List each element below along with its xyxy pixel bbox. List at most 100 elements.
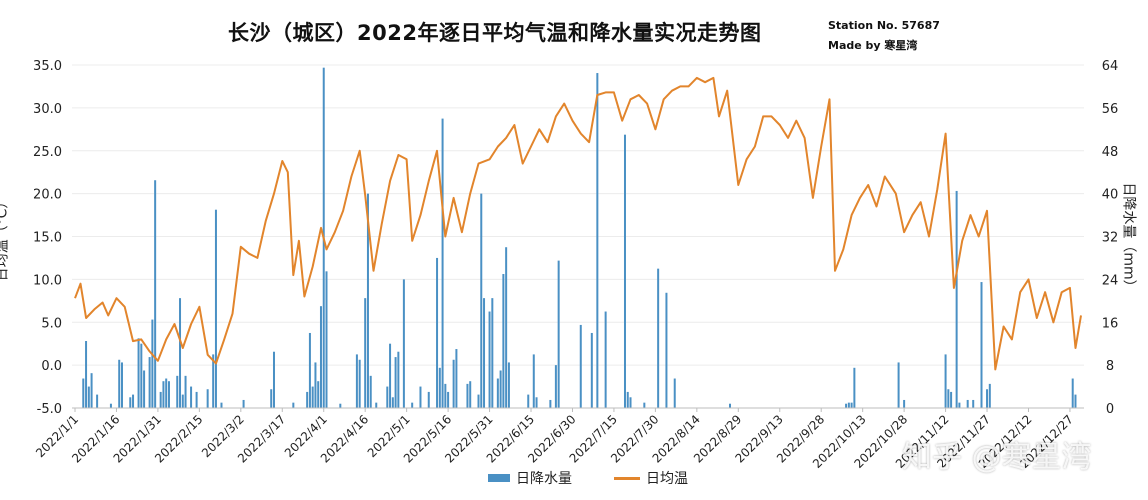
precipitation-bar — [181, 394, 184, 408]
precipitation-bar — [980, 282, 983, 408]
precipitation-bar — [339, 403, 342, 408]
precipitation-bar — [292, 402, 295, 408]
precipitation-bar — [272, 351, 275, 408]
precipitation-bar — [897, 362, 900, 408]
precipitation-bar — [626, 391, 629, 408]
y-left-tick-label: 0.0 — [41, 359, 62, 374]
precipitation-bar — [532, 354, 535, 408]
precipitation-bar — [438, 367, 441, 408]
precipitation-bar — [214, 209, 217, 408]
y-right-tick-label: 24 — [1102, 273, 1119, 288]
precipitation-bar — [120, 362, 123, 408]
precipitation-bar — [477, 394, 480, 408]
precipitation-bar — [154, 180, 157, 408]
precipitation-bar — [314, 362, 317, 408]
precipitation-bar — [947, 389, 950, 408]
precipitation-bar — [535, 397, 538, 408]
y-right-tick-labels: 0 8 16 24 32 40 48 56 64 — [1102, 59, 1119, 417]
precipitation-bar — [206, 389, 209, 408]
precipitation-bar — [109, 403, 112, 408]
precipitation-bar — [386, 386, 389, 408]
precipitation-bar — [623, 134, 626, 408]
precipitation-bar — [411, 402, 414, 408]
legend-label-temperature: 日均温 — [646, 471, 688, 487]
precipitation-bar — [319, 306, 322, 408]
precipitation-bar — [604, 311, 607, 408]
precipitation-bar — [1071, 378, 1074, 408]
precipitation-bar — [132, 394, 135, 408]
precipitation-bar — [488, 311, 491, 408]
precipitation-bar — [96, 394, 99, 408]
precipitation-bar — [590, 332, 593, 408]
precipitation-bar — [375, 402, 378, 408]
precipitation-bar — [491, 298, 494, 408]
y-left-axis-label: 日均温（°C） — [0, 194, 11, 282]
precipitation-bar — [143, 370, 146, 408]
precipitation-bar — [986, 389, 989, 408]
precipitation-bar — [87, 386, 90, 408]
legend-item-temperature: 日均温 — [614, 468, 688, 488]
precipitation-bar — [554, 365, 557, 408]
precipitation-bar — [988, 383, 991, 408]
y-right-axis-label: 日降水量（mm） — [1120, 182, 1137, 294]
chart-title: 长沙（城区）2022年逐日平均气温和降水量实况走势图 — [228, 21, 762, 45]
y-left-tick-label: 10.0 — [33, 273, 62, 288]
precipitation-bar — [85, 341, 88, 408]
y-left-tick-label: 15.0 — [33, 231, 62, 246]
precipitation-bar — [118, 359, 121, 408]
precipitation-bar — [944, 354, 947, 408]
precipitation-bar — [549, 399, 552, 408]
watermark: 知乎 @寒星湾 — [902, 440, 1092, 475]
precipitation-bar — [466, 383, 469, 408]
precipitation-bar — [507, 362, 510, 408]
precipitation-bar — [955, 190, 958, 408]
precipitation-bar — [402, 279, 405, 408]
precipitation-bar — [673, 378, 676, 408]
precipitation-bar — [167, 381, 170, 408]
precipitation-bar — [496, 378, 499, 408]
y-right-tick-label: 56 — [1102, 102, 1119, 117]
maker-credit: Made by 寒星湾 — [828, 39, 918, 52]
precipitation-bar — [499, 370, 502, 408]
precipitation-bar — [596, 73, 599, 408]
precipitation-bar — [427, 391, 430, 408]
precipitation-bar — [505, 247, 508, 408]
legend: 日降水量 日均温 — [488, 468, 688, 488]
precipitation-bars — [82, 67, 1077, 408]
y-right-tick-label: 0 — [1106, 402, 1114, 417]
precipitation-bar — [579, 324, 582, 408]
precipitation-bar — [306, 391, 309, 408]
y-left-tick-label: 20.0 — [33, 188, 62, 203]
precipitation-bar — [455, 349, 458, 408]
precipitation-bar — [845, 403, 848, 408]
precipitation-bar — [317, 381, 320, 408]
precipitation-bar — [195, 391, 198, 408]
precipitation-bar — [502, 274, 505, 408]
precipitation-bar — [176, 375, 179, 408]
y-right-tick-label: 48 — [1102, 145, 1119, 160]
y-left-tick-label: 5.0 — [41, 316, 62, 331]
y-right-tick-label: 64 — [1102, 59, 1119, 74]
precipitation-bar — [151, 319, 154, 408]
precipitation-bar — [394, 357, 397, 408]
precipitation-bar — [452, 359, 455, 408]
temperature-line — [74, 76, 1082, 371]
precipitation-bar — [441, 118, 444, 408]
precipitation-bar — [82, 378, 85, 408]
station-number: Station No. 57687 — [828, 19, 940, 32]
precipitation-bar — [190, 386, 193, 408]
precipitation-bar — [950, 391, 953, 408]
precipitation-bar — [311, 386, 314, 408]
precipitation-bar — [355, 354, 358, 408]
precipitation-bar — [364, 298, 367, 408]
precipitation-bar — [729, 403, 732, 408]
precipitation-bar — [391, 397, 394, 408]
precipitation-bar — [480, 193, 483, 408]
legend-item-precipitation: 日降水量 — [488, 468, 572, 488]
precipitation-bar — [903, 399, 906, 408]
precipitation-bar — [137, 338, 140, 408]
gridlines — [72, 64, 1084, 366]
precipitation-bar — [557, 260, 560, 408]
precipitation-bar — [483, 298, 486, 408]
